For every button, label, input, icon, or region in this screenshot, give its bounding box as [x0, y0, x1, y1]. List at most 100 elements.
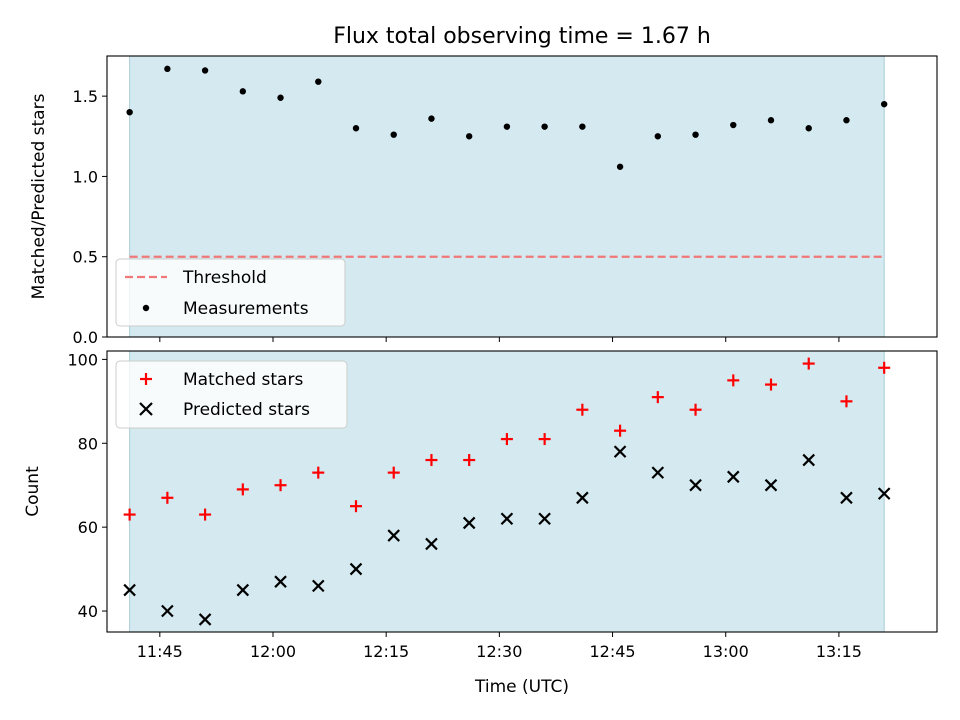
predicted-marker-stroke	[311, 579, 325, 593]
matched-star-point	[236, 483, 249, 496]
predicted-star-point	[764, 478, 778, 492]
measurement-point	[201, 67, 209, 74]
predicted-star-point	[161, 604, 174, 618]
legend-matched-label: Matched stars	[183, 370, 303, 390]
predicted-star-point	[538, 512, 551, 526]
x-tick-label: 12:00	[250, 642, 296, 661]
measurement-point	[465, 133, 473, 140]
predicted-marker-stroke	[840, 491, 853, 505]
axes-frame	[106, 350, 938, 633]
predicted-star-point	[802, 453, 816, 467]
predicted-star-point	[311, 579, 325, 593]
matched-star-point	[878, 361, 891, 374]
measurement-point	[880, 100, 888, 108]
measurement-point	[277, 94, 284, 101]
measurement-point	[843, 117, 850, 124]
matched-star-point	[614, 424, 627, 437]
legend-measurement-label: Measurements	[183, 299, 309, 319]
y-tick-label: 1.0	[73, 167, 98, 186]
x-tick-label: 13:00	[703, 642, 749, 661]
predicted-marker-stroke	[462, 516, 476, 530]
predicted-marker-stroke	[576, 491, 589, 505]
predicted-marker-stroke	[538, 512, 551, 526]
predicted-star-point	[274, 575, 287, 588]
matched-star-point	[199, 508, 212, 521]
matched-star-point	[765, 378, 777, 391]
x-axis-label: Time (UTC)	[474, 677, 569, 697]
matched-star-point	[500, 433, 513, 446]
measurement-point	[541, 123, 548, 130]
measurement-point	[352, 125, 360, 132]
measurement-point	[315, 78, 322, 85]
predicted-marker-stroke	[651, 466, 665, 479]
predicted-star-point	[387, 529, 401, 542]
y-tick-label: 0.5	[73, 248, 98, 267]
predicted-star-point	[462, 516, 476, 530]
legend: Matched stars Predicted stars	[115, 360, 348, 429]
y-tick-label: 40	[78, 602, 98, 621]
predicted-marker-stroke	[689, 478, 702, 492]
predicted-star-point	[726, 470, 740, 484]
axes-frame	[106, 55, 938, 338]
matched-star-point	[651, 391, 664, 404]
legend-box	[115, 258, 346, 327]
chart-title: Flux total observing time = 1.67 h	[333, 24, 711, 49]
predicted-star-point	[236, 583, 250, 597]
measurement-point	[579, 123, 586, 130]
predicted-marker-stroke	[161, 604, 174, 618]
predicted-marker-stroke	[726, 470, 740, 484]
matched-star-point	[387, 466, 400, 479]
matched-star-point	[689, 403, 702, 416]
y-tick-label: 100	[67, 350, 98, 369]
predicted-star-point	[651, 466, 665, 479]
measurement-point	[164, 65, 171, 73]
x-tick-label: 12:30	[476, 642, 522, 661]
legend-threshold-label: Threshold	[182, 268, 267, 288]
y-tick-label: 0.0	[73, 328, 98, 347]
matched-star-point	[312, 466, 325, 479]
y-tick-label: 60	[78, 518, 98, 537]
y-axis-label: Count	[23, 466, 43, 517]
matched-star-point	[538, 433, 551, 446]
measurement-point	[503, 123, 511, 130]
x-tick-label: 12:15	[363, 642, 409, 661]
legend: Threshold Measurements	[115, 258, 346, 327]
measurement-point	[390, 131, 397, 138]
star-count-panel: 40 60 80 100 11:45 12:00 12:15 12:30 12:45 13:00 1…	[23, 350, 938, 661]
predicted-star-point	[613, 445, 627, 458]
x-tick-label: 11:45	[137, 642, 183, 661]
predicted-marker-stroke	[387, 529, 401, 542]
measurement-point	[767, 117, 775, 124]
predicted-marker-stroke	[198, 613, 212, 626]
measurement-point	[805, 125, 812, 132]
legend-measurement-swatch	[142, 304, 150, 312]
predicted-marker-stroke	[123, 583, 136, 597]
y-axis-label: Matched/Predicted stars	[29, 93, 49, 299]
matched-star-point	[274, 479, 287, 492]
measurement-point	[692, 131, 699, 138]
predicted-marker-stroke	[274, 575, 287, 588]
matched-star-point	[123, 508, 136, 521]
predicted-marker-stroke	[425, 537, 438, 551]
predicted-marker-stroke	[349, 562, 363, 576]
legend-predicted-swatch	[139, 402, 153, 416]
matched-star-point	[840, 395, 853, 408]
predicted-marker-stroke	[764, 478, 778, 492]
matched-star-point	[161, 491, 174, 504]
predicted-star-point	[500, 512, 514, 526]
predicted-star-point	[198, 613, 212, 626]
matched-star-point	[425, 454, 438, 467]
predicted-star-point	[689, 478, 702, 492]
predicted-star-point	[425, 537, 438, 551]
matched-star-point	[463, 454, 476, 467]
x-tick-label: 13:15	[816, 642, 862, 661]
y-tick-label: 1.5	[73, 87, 98, 106]
predicted-star-point	[840, 491, 853, 505]
predicted-star-point	[877, 487, 891, 500]
flux-ratio-panel: 0.0 0.5 1.0 1.5 Matched/Predicted stars Thres…	[29, 55, 938, 347]
predicted-marker-stroke	[613, 445, 627, 458]
measurement-point	[239, 88, 247, 95]
predicted-marker-stroke	[236, 583, 250, 597]
matched-star-point	[576, 403, 589, 416]
